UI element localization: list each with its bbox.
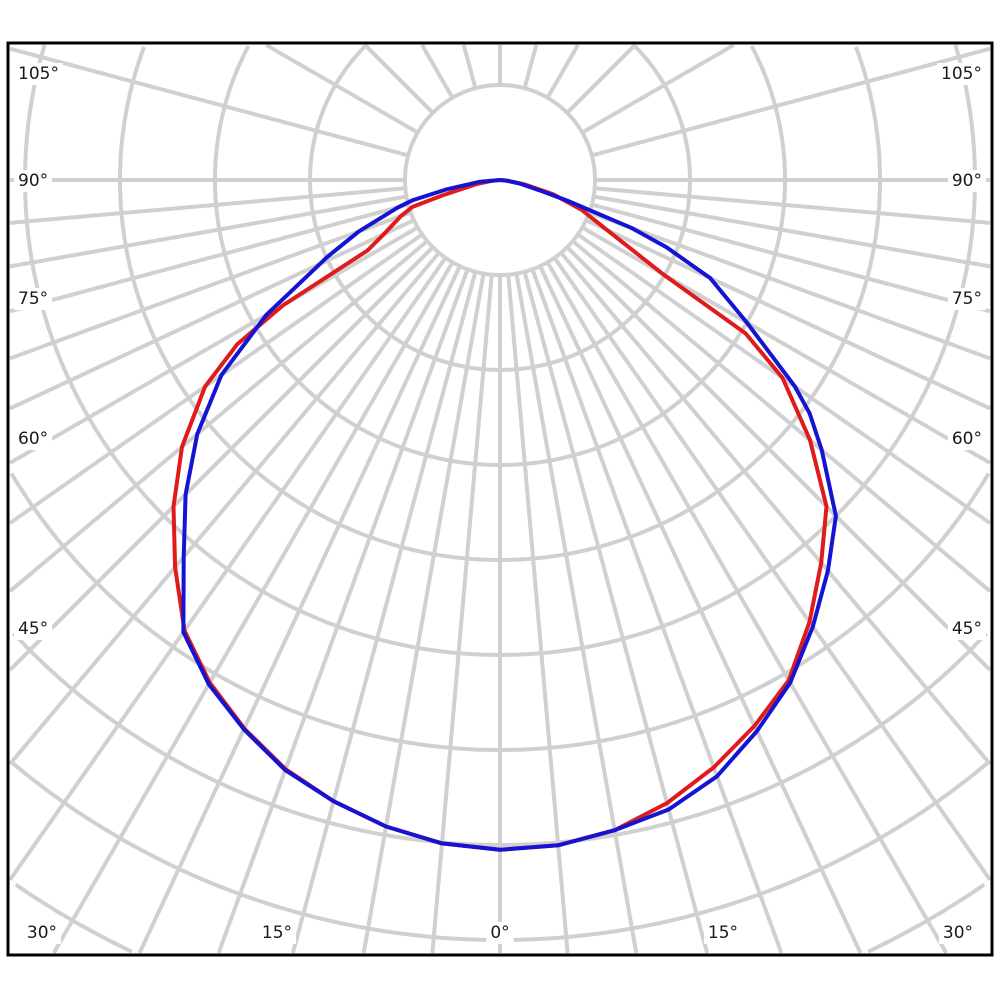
grid-spoke (588, 210, 991, 361)
grid-spoke (514, 273, 639, 954)
grid-spoke (559, 251, 992, 766)
label-backgrounds (14, 63, 986, 944)
label-background (703, 922, 743, 944)
grid-spoke (461, 44, 478, 89)
label-background (14, 63, 63, 85)
grid-spoke (51, 261, 455, 954)
grid-spoke (9, 202, 409, 314)
grid-spoke (8, 256, 448, 881)
angle-label-bottom: 30° (943, 923, 973, 943)
grid-spoke (9, 186, 406, 225)
grid-spoke (8, 239, 429, 593)
angle-label-left: 105° (18, 64, 59, 84)
grid-spoke (265, 43, 419, 135)
grid-spoke (591, 202, 991, 314)
angle-label-left: 60° (18, 429, 48, 449)
grid-spoke (9, 218, 415, 411)
grid-spoke (581, 225, 992, 465)
grid-spoke (8, 245, 435, 672)
grid-spoke (552, 256, 992, 881)
grid-spoke (8, 251, 441, 766)
grid-spoke (593, 194, 991, 269)
grid-spoke (137, 265, 462, 954)
angle-label-right: 45° (952, 619, 982, 639)
grid-spoke (506, 274, 570, 954)
grid-spoke (216, 268, 470, 954)
grid-spoke (581, 43, 735, 135)
grid-spoke (522, 271, 710, 954)
grid-spoke (538, 265, 863, 954)
grid-spoke (361, 273, 486, 954)
grid-spoke (8, 232, 424, 525)
grid-spoke (591, 46, 991, 158)
grid-spoke (363, 43, 435, 115)
label-background (14, 428, 53, 450)
angle-label-left: 90° (18, 171, 48, 191)
chart-frame (6, 41, 994, 957)
grid-spoke (420, 43, 455, 99)
label-background (486, 922, 514, 944)
label-background (938, 922, 978, 944)
intensity-curves (171, 178, 838, 852)
grid-spoke (9, 210, 412, 361)
angle-label-left: 75° (18, 289, 48, 309)
label-background (257, 922, 297, 944)
angle-label-left: 45° (18, 619, 48, 639)
label-background (22, 922, 62, 944)
angle-label-right: 60° (952, 429, 982, 449)
angle-labels: 30° 15° 0° 15° 30° 105° 90° 75° 60° 45° … (18, 64, 982, 943)
angle-label-bottom: 0° (490, 923, 509, 943)
label-background (947, 170, 986, 192)
label-background (937, 63, 986, 85)
angle-label-bottom: 15° (708, 923, 738, 943)
grid-spoke (585, 218, 991, 411)
series-curve-2 (181, 178, 838, 852)
grid-spoke (545, 261, 949, 954)
grid-spoke (9, 46, 409, 158)
angle-label-bottom: 15° (262, 923, 292, 943)
grid-spoke (530, 268, 784, 954)
grid-spoke (522, 44, 539, 89)
angle-label-right: 75° (952, 289, 982, 309)
grid-spoke (8, 225, 419, 465)
grid-spoke (565, 245, 992, 672)
grid-spoke (594, 186, 991, 225)
label-background (947, 618, 986, 640)
angle-label-right: 105° (941, 64, 982, 84)
grid-spoke (290, 271, 478, 954)
label-background (947, 428, 986, 450)
angle-label-bottom: 30° (27, 923, 57, 943)
angle-label-right: 90° (952, 171, 982, 191)
polar-grid (8, 43, 992, 954)
grid-ring (12, 632, 988, 847)
label-background (14, 170, 53, 192)
label-background (14, 288, 53, 310)
grid-spoke (9, 194, 407, 269)
label-background (947, 288, 986, 310)
grid-spoke (545, 44, 580, 99)
grid-spoke (571, 239, 992, 593)
grid-spoke (430, 274, 494, 954)
grid-spoke (565, 43, 637, 115)
label-background (14, 618, 53, 640)
